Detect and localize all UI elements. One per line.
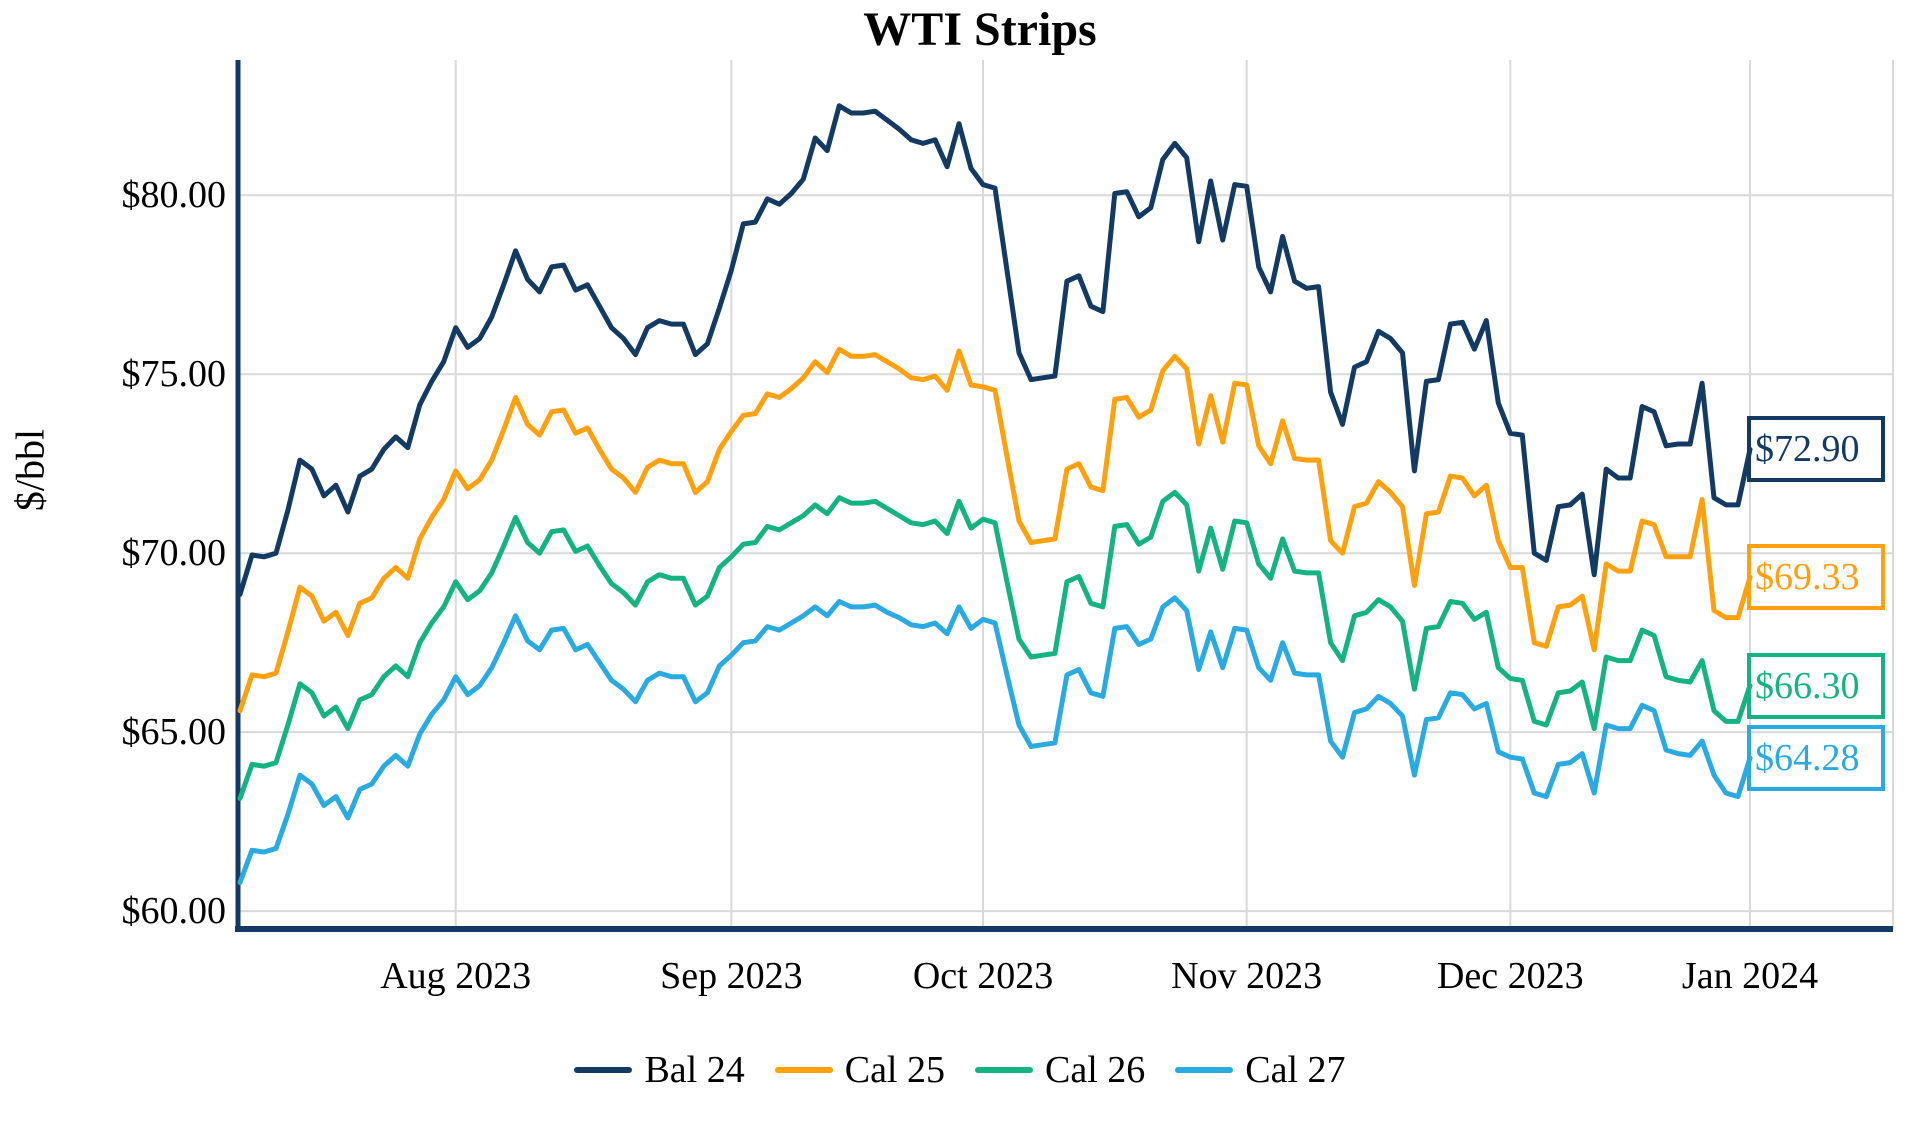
x-tick-label: Jan 2024 xyxy=(1681,955,1819,997)
legend: Bal 24 Cal 25 Cal 26 Cal 27 xyxy=(0,1048,1920,1092)
y-axis-title: $/bbl xyxy=(7,428,53,512)
legend-swatch xyxy=(1175,1067,1234,1073)
y-tick-label: $70.00 xyxy=(121,532,227,575)
legend-label: Cal 25 xyxy=(844,1049,945,1091)
series-line-cal-27 xyxy=(237,595,1753,885)
x-tick-label: Oct 2023 xyxy=(912,955,1054,997)
y-tick-label: $65.00 xyxy=(121,711,227,754)
x-tick-label: Sep 2023 xyxy=(660,955,803,997)
chart-title: WTI Strips xyxy=(863,3,1097,56)
y-tick-label: $80.00 xyxy=(121,174,227,217)
y-tick-label: $60.00 xyxy=(121,890,227,933)
x-tick-label: Nov 2023 xyxy=(1171,955,1323,997)
x-tick-label: Aug 2023 xyxy=(380,955,532,997)
legend-swatch xyxy=(574,1067,633,1073)
end-value-label-cal-27: $64.28 xyxy=(1747,724,1885,791)
end-value-label-bal-24: $72.90 xyxy=(1747,416,1885,483)
legend-item-cal-27: Cal 27 xyxy=(1175,1048,1346,1092)
x-tick-label: Dec 2023 xyxy=(1436,955,1584,997)
legend-swatch xyxy=(975,1067,1033,1073)
y-tick-label: $75.00 xyxy=(121,353,227,396)
series-line-bal-24 xyxy=(237,103,1753,597)
end-value-label-cal-25: $69.33 xyxy=(1747,544,1885,611)
legend-swatch xyxy=(774,1067,833,1073)
series-line-cal-26 xyxy=(237,489,1753,801)
legend-item-bal-24: Bal 24 xyxy=(574,1048,745,1092)
legend-item-cal-26: Cal 26 xyxy=(975,1048,1145,1092)
legend-label: Bal 24 xyxy=(644,1049,745,1091)
series-line-cal-25 xyxy=(237,346,1753,714)
end-value-label-cal-26: $66.30 xyxy=(1747,652,1885,719)
legend-label: Cal 27 xyxy=(1245,1049,1346,1091)
legend-label: Cal 26 xyxy=(1045,1049,1146,1091)
legend-item-cal-25: Cal 25 xyxy=(774,1048,945,1092)
